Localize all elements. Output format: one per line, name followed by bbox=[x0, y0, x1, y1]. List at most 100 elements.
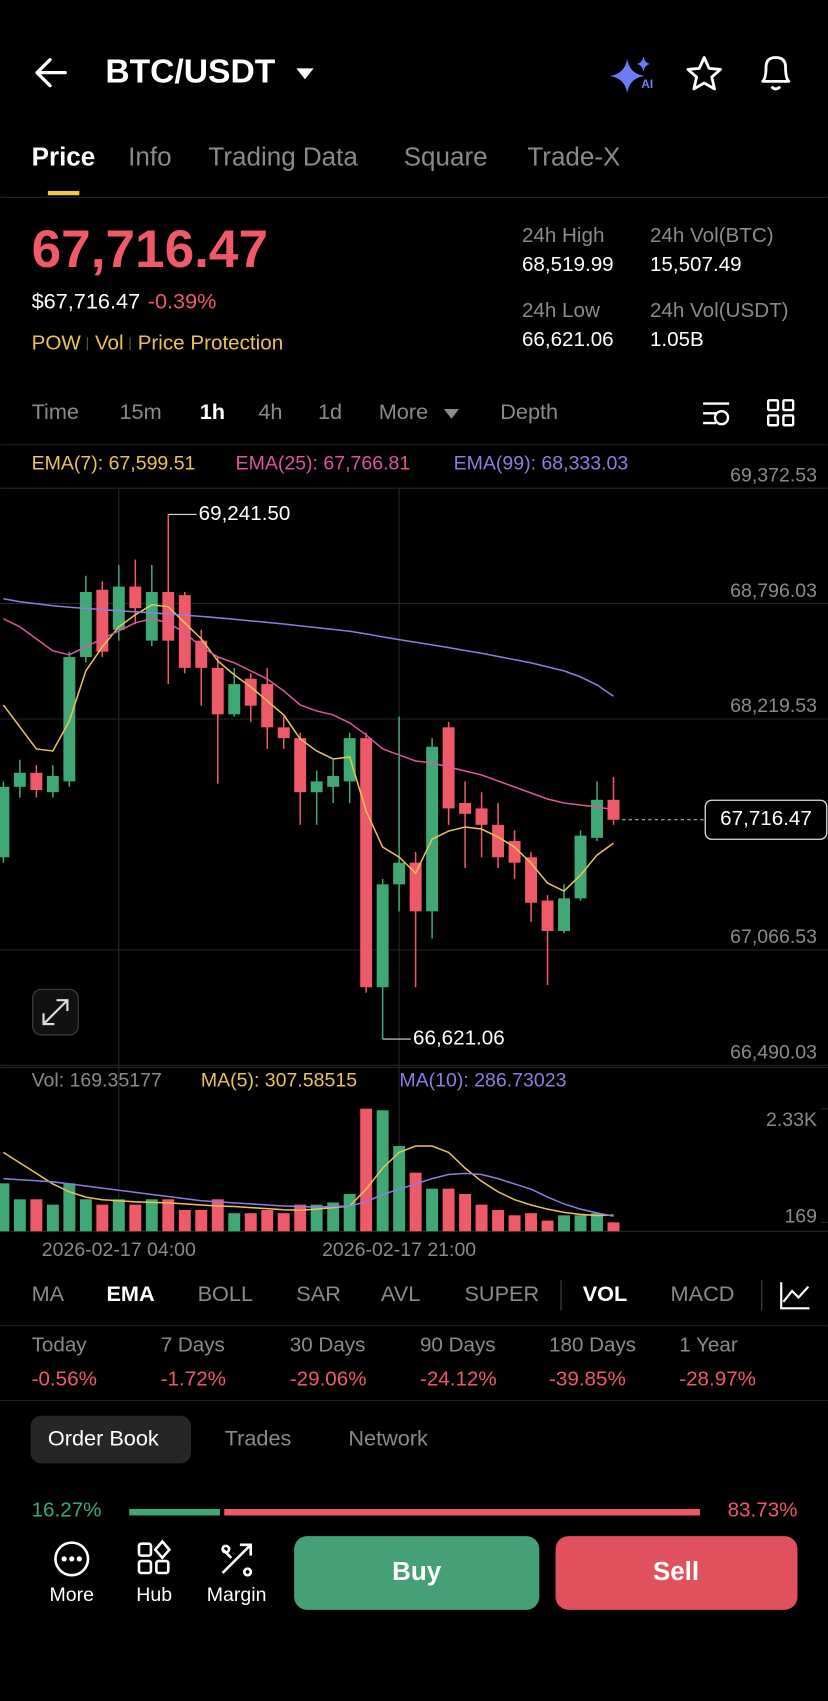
period-change: -24.12% bbox=[420, 1367, 497, 1390]
period-label: 30 Days bbox=[290, 1334, 366, 1357]
book-tab[interactable]: Order Book bbox=[48, 1425, 159, 1450]
pair-dropdown[interactable] bbox=[296, 68, 314, 80]
tag[interactable]: Price Protection bbox=[138, 331, 283, 354]
volume-bar bbox=[327, 1202, 340, 1232]
legend-entry: MA(10): 286.73023 bbox=[399, 1070, 566, 1092]
ema-line bbox=[2, 604, 614, 893]
ai-button[interactable]: AI bbox=[609, 56, 653, 94]
nav-tab[interactable]: Price bbox=[32, 141, 96, 171]
active-tab-pill bbox=[30, 1415, 192, 1464]
stat-value: 1.05B bbox=[650, 328, 704, 351]
favorite-button[interactable] bbox=[686, 56, 722, 91]
nav-label[interactable]: Hub bbox=[136, 1584, 172, 1606]
candle-body bbox=[178, 595, 191, 668]
indicator-tab[interactable]: EMA bbox=[106, 1281, 155, 1306]
sell-ratio-label: 83.73% bbox=[728, 1499, 798, 1522]
volume-bar bbox=[13, 1199, 26, 1232]
stat-value: 68,519.99 bbox=[522, 253, 614, 276]
pair-title: BTC/USDT bbox=[105, 54, 275, 91]
indicator-tab[interactable]: AVL bbox=[381, 1281, 420, 1306]
x-tick-label: 2026-02-17 04:00 bbox=[42, 1239, 196, 1261]
sell-label[interactable]: Sell bbox=[653, 1556, 699, 1586]
y-tick-label: 66,490.03 bbox=[730, 1042, 817, 1064]
active-tab-indicator bbox=[47, 190, 80, 196]
candle-body bbox=[475, 808, 488, 825]
period-change: -29.06% bbox=[290, 1367, 367, 1390]
svg-text:AI: AI bbox=[641, 77, 653, 91]
candle-body bbox=[426, 746, 439, 912]
volume-bar bbox=[63, 1183, 76, 1232]
hub-icon bbox=[137, 1539, 172, 1575]
book-tab[interactable]: Network bbox=[348, 1425, 428, 1450]
candle-body bbox=[30, 772, 43, 791]
candle-body bbox=[376, 884, 389, 988]
alert-button[interactable] bbox=[761, 56, 791, 91]
nav-tab[interactable]: Trading Data bbox=[208, 141, 358, 171]
interval-tab[interactable]: 1h bbox=[200, 399, 225, 424]
interval-tab[interactable]: Depth bbox=[500, 399, 558, 424]
volume-bar bbox=[574, 1215, 587, 1232]
legend-entry: EMA(25): 67,766.81 bbox=[236, 452, 411, 474]
indicator-tab[interactable]: BOLL bbox=[198, 1281, 253, 1306]
candle-body bbox=[46, 775, 59, 793]
period-label: Today bbox=[32, 1334, 88, 1357]
price-change: -0.39% bbox=[148, 288, 217, 313]
nav-tab[interactable]: Info bbox=[128, 141, 171, 171]
indicator-tab[interactable]: VOL bbox=[583, 1281, 628, 1306]
volume-bar bbox=[211, 1199, 224, 1232]
indicator-settings-button[interactable] bbox=[780, 1282, 810, 1310]
candle-body bbox=[558, 898, 570, 931]
indicator-tab[interactable]: SUPER bbox=[464, 1281, 539, 1306]
volume-bar bbox=[426, 1188, 439, 1232]
stat-label: 24h High bbox=[522, 224, 605, 247]
volume-bar bbox=[294, 1204, 307, 1232]
nav-label[interactable]: More bbox=[50, 1584, 94, 1606]
volume-bar bbox=[0, 1183, 10, 1232]
volume-bar bbox=[162, 1199, 175, 1232]
candle-body bbox=[525, 857, 538, 903]
legend-entry: EMA(99): 68,333.03 bbox=[454, 452, 629, 474]
nav-tab[interactable]: Trade-X bbox=[527, 141, 620, 171]
candle-body bbox=[442, 727, 455, 809]
fullscreen-button[interactable] bbox=[32, 988, 79, 1036]
candle-body bbox=[195, 640, 208, 668]
chart-settings-button[interactable] bbox=[703, 402, 730, 426]
layout-button[interactable] bbox=[767, 399, 795, 427]
back-button[interactable] bbox=[35, 58, 67, 88]
candle-body bbox=[96, 589, 109, 652]
candle-body bbox=[360, 738, 373, 988]
nav-tab[interactable]: Square bbox=[404, 141, 488, 171]
tag[interactable]: Vol bbox=[95, 331, 124, 354]
buy-button[interactable] bbox=[294, 1536, 540, 1610]
volume-bar bbox=[195, 1209, 208, 1232]
y-tick-label: 2.33K bbox=[766, 1109, 817, 1131]
stat-label: 24h Vol(USDT) bbox=[650, 299, 789, 322]
last-price: 67,716.47 bbox=[32, 220, 268, 279]
interval-tab[interactable]: 15m bbox=[119, 399, 161, 424]
volume-bar bbox=[459, 1193, 472, 1232]
interval-tab[interactable]: 1d bbox=[318, 399, 342, 424]
stat-label: 24h Low bbox=[522, 299, 600, 322]
indicator-tab[interactable]: SAR bbox=[296, 1281, 341, 1306]
volume-bar bbox=[558, 1215, 570, 1232]
volume-bar bbox=[145, 1199, 158, 1232]
interval-tab[interactable]: More bbox=[379, 399, 428, 424]
indicator-tab[interactable]: MA bbox=[32, 1281, 65, 1306]
interval-tab[interactable]: 4h bbox=[258, 399, 282, 424]
candle-body bbox=[112, 586, 125, 630]
tag[interactable]: POW bbox=[32, 331, 82, 354]
high-annotation: 69,241.50 bbox=[199, 502, 291, 525]
nav-label[interactable]: Margin bbox=[207, 1584, 267, 1606]
price-chart: 69,372.53 68,796.03 68,219.53 67,066.53 66,4… bbox=[0, 452, 828, 1261]
stat-value: 15,507.49 bbox=[650, 253, 742, 276]
candle-body bbox=[409, 862, 422, 912]
indicator-tab[interactable]: MACD bbox=[671, 1281, 735, 1306]
volume-bar bbox=[508, 1215, 521, 1232]
sell-button[interactable] bbox=[555, 1536, 798, 1610]
book-tab[interactable]: Trades bbox=[225, 1425, 292, 1450]
volume-bar bbox=[607, 1222, 620, 1232]
volume-ma-line bbox=[2, 1145, 614, 1217]
buy-label[interactable]: Buy bbox=[392, 1556, 442, 1586]
interval-tab[interactable]: Time bbox=[32, 399, 79, 424]
